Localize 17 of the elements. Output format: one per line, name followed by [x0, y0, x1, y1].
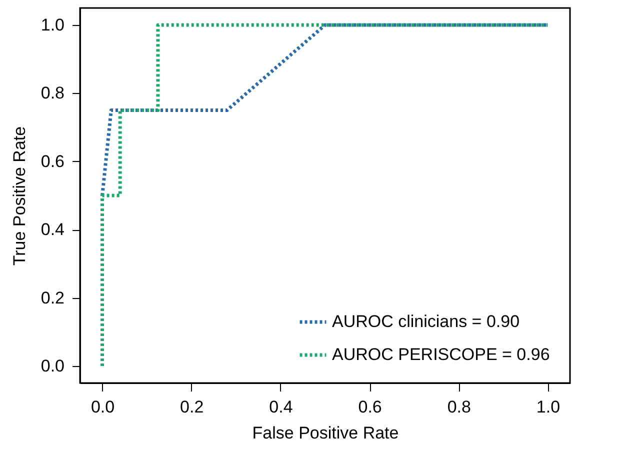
x-tick-label: 0.0 — [90, 398, 115, 416]
y-axis-title: True Positive Rate — [10, 126, 29, 266]
y-tick-label: 1.0 — [40, 16, 64, 35]
x-tick-label: 0.4 — [269, 398, 293, 416]
x-tick-label: 0.6 — [358, 398, 382, 416]
y-tick-label: 0.8 — [40, 84, 64, 103]
x-tick-label: 0.2 — [180, 398, 204, 416]
y-tick-label: 0.4 — [40, 220, 64, 240]
x-tick-label: 0.8 — [447, 398, 471, 416]
y-tick-label: 0.6 — [40, 152, 64, 171]
y-tick-label: 0.0 — [40, 356, 64, 376]
x-axis-title: False Positive Rate — [252, 424, 399, 442]
line-series — [100, 23, 550, 368]
legend-label: AUROC clinicians = 0.90 — [332, 312, 520, 331]
y-tick-label: 0.2 — [40, 288, 64, 308]
x-tick-label: 1.0 — [536, 398, 560, 416]
legend-label: AUROC PERISCOPE = 0.96 — [332, 345, 550, 364]
